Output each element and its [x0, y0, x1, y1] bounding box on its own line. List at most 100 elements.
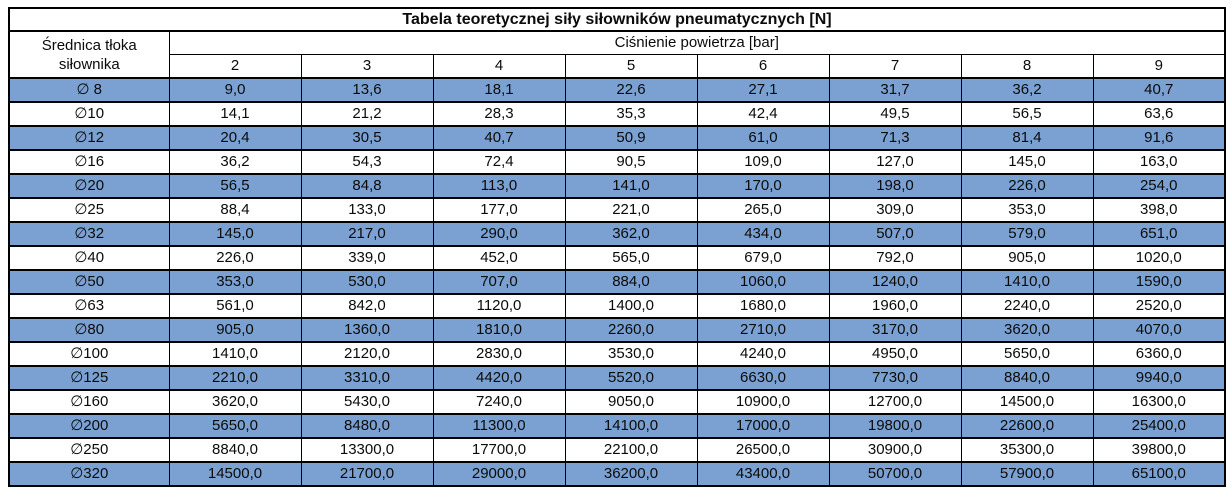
row-header-label: Średnica tłoka siłownika — [8, 30, 170, 79]
force-value-cell: 353,0 — [960, 197, 1094, 223]
force-value-cell: 39800,0 — [1092, 437, 1226, 463]
table-row: ∅80 905,0 1360,0 1810,0 2260,0 2710,0 3170,0 36… — [8, 317, 1226, 343]
title-row: Tabela teoretycznej siły siłowników pneu… — [8, 7, 1226, 32]
force-value-cell: 3530,0 — [564, 341, 698, 367]
force-value-cell: 56,5 — [168, 173, 302, 199]
diameter-cell: ∅25 — [8, 197, 170, 223]
force-value-cell: 579,0 — [960, 221, 1094, 247]
force-table-body: ∅ 8 9,0 13,6 18,1 22,6 27,1 31,7 36,2 40,7 ∅10 14,… — [8, 77, 1226, 487]
force-value-cell: 170,0 — [696, 173, 830, 199]
force-value-cell: 113,0 — [432, 173, 566, 199]
force-value-cell: 49,5 — [828, 101, 962, 127]
force-value-cell: 8840,0 — [168, 437, 302, 463]
force-value-cell: 18,1 — [432, 77, 566, 103]
pressure-column-header: 9 — [1092, 54, 1226, 79]
force-value-cell: 25400,0 — [1092, 413, 1226, 439]
force-value-cell: 65100,0 — [1092, 461, 1226, 487]
force-value-cell: 5650,0 — [960, 341, 1094, 367]
pressure-column-header: 5 — [564, 54, 698, 79]
force-value-cell: 353,0 — [168, 269, 302, 295]
table-row: ∅250 8840,0 13300,0 17700,0 22100,0 26500,0 30… — [8, 437, 1226, 463]
force-value-cell: 452,0 — [432, 245, 566, 271]
force-value-cell: 14500,0 — [960, 389, 1094, 415]
pneumatic-force-table: Tabela teoretycznej siły siłowników pneu… — [8, 7, 1226, 487]
force-value-cell: 2710,0 — [696, 317, 830, 343]
table-row: ∅320 14500,0 21700,0 29000,0 36200,0 43400,0 5… — [8, 461, 1226, 487]
force-value-cell: 90,5 — [564, 149, 698, 175]
force-value-cell: 226,0 — [168, 245, 302, 271]
force-value-cell: 5430,0 — [300, 389, 434, 415]
force-value-cell: 221,0 — [564, 197, 698, 223]
pressure-column-header: 4 — [432, 54, 566, 79]
force-value-cell: 1590,0 — [1092, 269, 1226, 295]
force-value-cell: 14500,0 — [168, 461, 302, 487]
force-value-cell: 21700,0 — [300, 461, 434, 487]
force-value-cell: 7730,0 — [828, 365, 962, 391]
force-value-cell: 91,6 — [1092, 125, 1226, 151]
force-value-cell: 1240,0 — [828, 269, 962, 295]
force-value-cell: 141,0 — [564, 173, 698, 199]
force-value-cell: 26500,0 — [696, 437, 830, 463]
force-value-cell: 265,0 — [696, 197, 830, 223]
force-value-cell: 2120,0 — [300, 341, 434, 367]
table-row: ∅25 88,4 133,0 177,0 221,0 265,0 309,0 353,0 398… — [8, 197, 1226, 223]
force-value-cell: 5650,0 — [168, 413, 302, 439]
force-value-cell: 1410,0 — [168, 341, 302, 367]
force-value-cell: 13300,0 — [300, 437, 434, 463]
force-value-cell: 14,1 — [168, 101, 302, 127]
force-value-cell: 16300,0 — [1092, 389, 1226, 415]
table-row: ∅ 8 9,0 13,6 18,1 22,6 27,1 31,7 36,2 40,7 — [8, 77, 1226, 103]
force-value-cell: 530,0 — [300, 269, 434, 295]
force-value-cell: 43400,0 — [696, 461, 830, 487]
force-value-cell: 50700,0 — [828, 461, 962, 487]
force-value-cell: 2830,0 — [432, 341, 566, 367]
force-value-cell: 4950,0 — [828, 341, 962, 367]
force-value-cell: 17700,0 — [432, 437, 566, 463]
force-value-cell: 72,4 — [432, 149, 566, 175]
diameter-cell: ∅16 — [8, 149, 170, 175]
force-value-cell: 9940,0 — [1092, 365, 1226, 391]
diameter-cell: ∅125 — [8, 365, 170, 391]
force-value-cell: 362,0 — [564, 221, 698, 247]
force-value-cell: 31,7 — [828, 77, 962, 103]
force-value-cell: 35300,0 — [960, 437, 1094, 463]
force-value-cell: 254,0 — [1092, 173, 1226, 199]
table-row: ∅160 3620,0 5430,0 7240,0 9050,0 10900,0 12700… — [8, 389, 1226, 415]
diameter-cell: ∅20 — [8, 173, 170, 199]
force-value-cell: 163,0 — [1092, 149, 1226, 175]
force-value-cell: 127,0 — [828, 149, 962, 175]
force-value-cell: 905,0 — [168, 317, 302, 343]
force-value-cell: 309,0 — [828, 197, 962, 223]
force-value-cell: 2240,0 — [960, 293, 1094, 319]
diameter-cell: ∅80 — [8, 317, 170, 343]
force-value-cell: 842,0 — [300, 293, 434, 319]
diameter-cell: ∅160 — [8, 389, 170, 415]
force-value-cell: 3620,0 — [168, 389, 302, 415]
table-row: ∅40 226,0 339,0 452,0 565,0 679,0 792,0 905,0 10… — [8, 245, 1226, 271]
diameter-cell: ∅12 — [8, 125, 170, 151]
pressure-column-header: 7 — [828, 54, 962, 79]
force-value-cell: 50,9 — [564, 125, 698, 151]
force-value-cell: 3170,0 — [828, 317, 962, 343]
force-value-cell: 177,0 — [432, 197, 566, 223]
force-value-cell: 1400,0 — [564, 293, 698, 319]
force-value-cell: 8840,0 — [960, 365, 1094, 391]
force-value-cell: 7240,0 — [432, 389, 566, 415]
force-value-cell: 561,0 — [168, 293, 302, 319]
diameter-cell: ∅32 — [8, 221, 170, 247]
force-value-cell: 2260,0 — [564, 317, 698, 343]
diameter-cell: ∅63 — [8, 293, 170, 319]
force-value-cell: 1960,0 — [828, 293, 962, 319]
force-value-cell: 22100,0 — [564, 437, 698, 463]
force-value-cell: 398,0 — [1092, 197, 1226, 223]
pressure-column-header: 2 — [168, 54, 302, 79]
force-value-cell: 13,6 — [300, 77, 434, 103]
table-row: ∅125 2210,0 3310,0 4420,0 5520,0 6630,0 7730,0… — [8, 365, 1226, 391]
force-value-cell: 61,0 — [696, 125, 830, 151]
force-value-cell: 9050,0 — [564, 389, 698, 415]
force-value-cell: 84,8 — [300, 173, 434, 199]
diameter-cell: ∅40 — [8, 245, 170, 271]
pressure-column-header: 8 — [960, 54, 1094, 79]
